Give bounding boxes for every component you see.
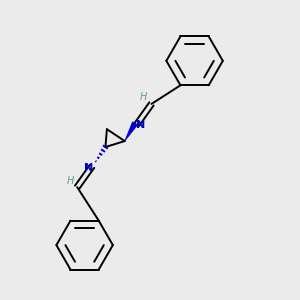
- Text: H: H: [67, 176, 74, 186]
- Text: N: N: [84, 163, 94, 173]
- Text: N: N: [136, 120, 145, 130]
- Polygon shape: [125, 122, 138, 141]
- Text: H: H: [140, 92, 147, 101]
